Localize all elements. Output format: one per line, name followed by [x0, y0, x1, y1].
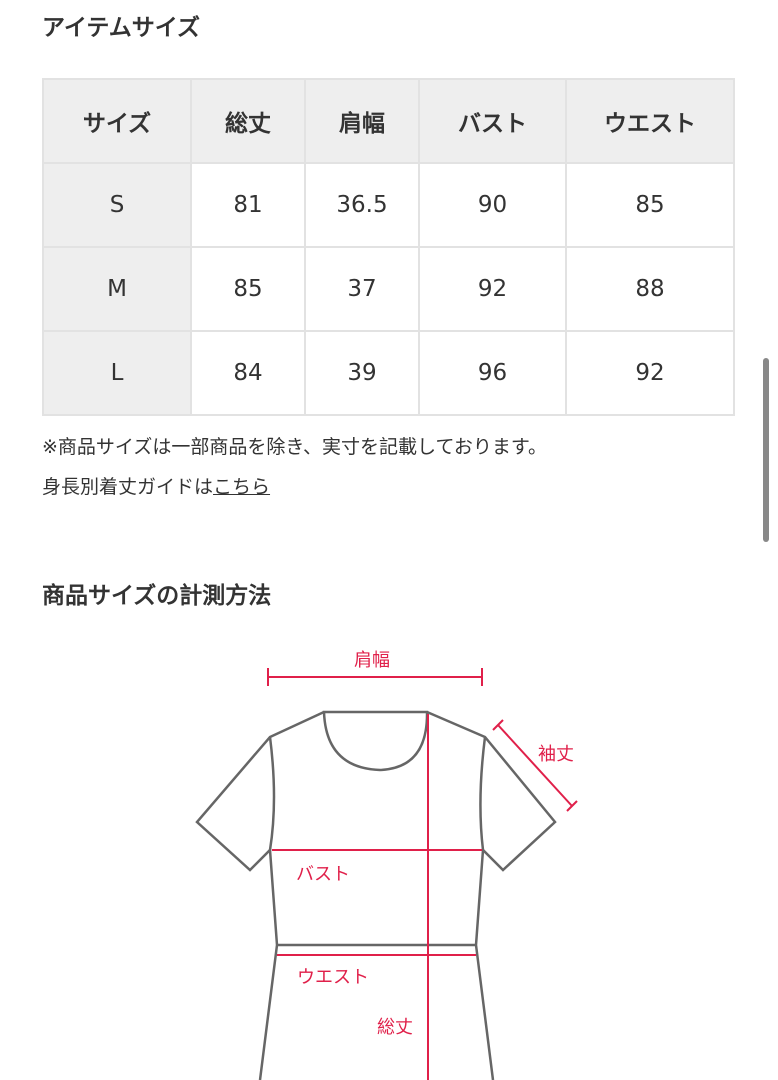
- cell: 84: [190, 330, 306, 416]
- cell: S: [42, 162, 192, 248]
- table-row: S 81 36.5 90 85: [42, 162, 735, 248]
- cell: 85: [190, 246, 306, 332]
- guide-line: 身長別着丈ガイドはこちら: [42, 472, 270, 499]
- cell: 81: [190, 162, 306, 248]
- cell: 92: [565, 330, 735, 416]
- measure-lines: [267, 668, 578, 1080]
- table-header-row: サイズ 総丈 肩幅 バスト ウエスト: [42, 78, 735, 164]
- measure-title: 商品サイズの計測方法: [42, 583, 272, 609]
- label-sleeve: 袖丈: [538, 744, 574, 765]
- header-length: 総丈: [190, 78, 306, 164]
- shirt-outline: [195, 710, 557, 1080]
- header-shoulder: 肩幅: [304, 78, 420, 164]
- header-bust: バスト: [418, 78, 567, 164]
- cell: 88: [565, 246, 735, 332]
- size-note: ※商品サイズは一部商品を除き、実寸を記載しております。: [42, 436, 547, 458]
- cell: M: [42, 246, 192, 332]
- cell: 92: [418, 246, 567, 332]
- cell: 39: [304, 330, 420, 416]
- cell: L: [42, 330, 192, 416]
- section-title: アイテムサイズ: [42, 15, 201, 41]
- scrollbar[interactable]: [763, 358, 769, 542]
- label-shoulder: 肩幅: [354, 650, 390, 671]
- cell: 90: [418, 162, 567, 248]
- header-size: サイズ: [42, 78, 192, 164]
- cell: 37: [304, 246, 420, 332]
- guide-text: 身長別着丈ガイドは: [42, 476, 214, 498]
- cell: 85: [565, 162, 735, 248]
- table-row: L 84 39 96 92: [42, 330, 735, 416]
- table-row: M 85 37 92 88: [42, 246, 735, 332]
- guide-link[interactable]: こちら: [213, 476, 271, 498]
- label-bust: バスト: [296, 864, 350, 885]
- size-table: サイズ 総丈 肩幅 バスト ウエスト S 81 36.5 90 85 M 85 …: [42, 78, 735, 416]
- header-waist: ウエスト: [565, 78, 735, 164]
- label-length: 総丈: [377, 1017, 413, 1038]
- label-waist: ウエスト: [297, 967, 369, 988]
- cell: 36.5: [304, 162, 420, 248]
- cell: 96: [418, 330, 567, 416]
